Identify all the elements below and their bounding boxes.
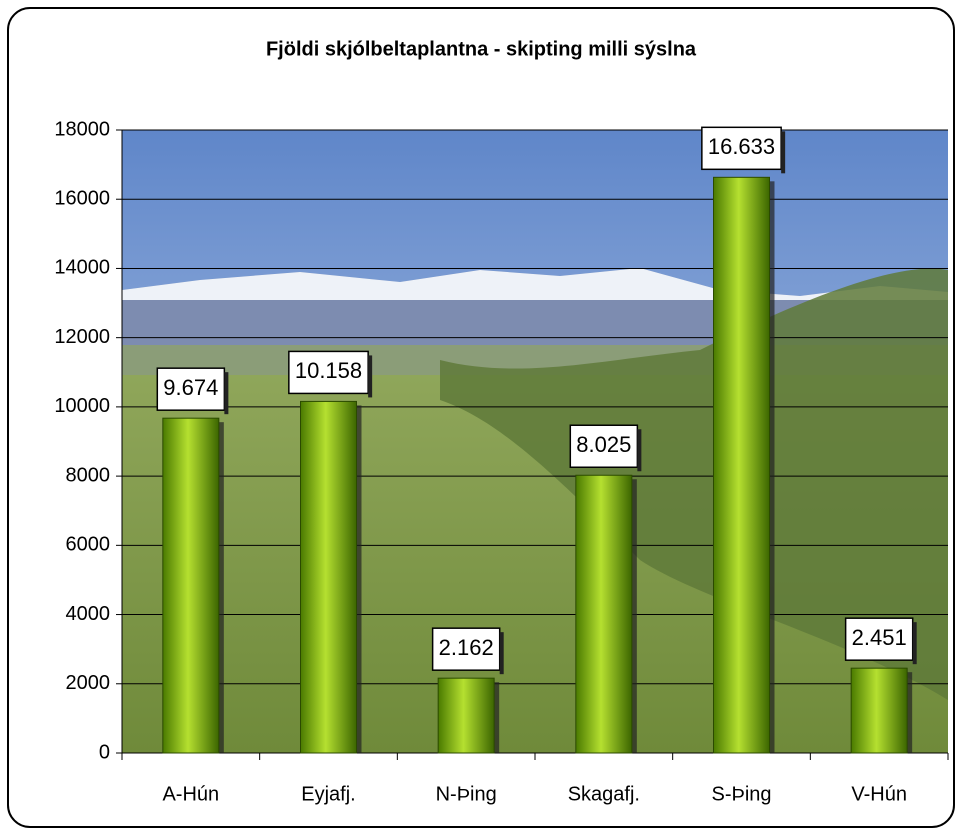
data-label-shadow [224,372,228,414]
data-label: 8.025 [576,432,631,457]
background-photo [122,130,948,753]
y-tick-label: 12000 [54,326,110,348]
data-label-shadow [781,131,785,173]
bar [438,678,494,753]
data-label: 2.451 [852,625,907,650]
x-tick-label: V-Hún [851,783,907,805]
data-label-shadow [913,622,917,664]
y-tick-label: 14000 [54,257,110,279]
bar [576,475,632,753]
chart-title: Fjöldi skjólbeltaplantna - skipting mill… [266,38,697,60]
data-label: 9.674 [163,375,218,400]
y-tick-label: 6000 [66,534,111,556]
bar [163,418,219,753]
y-tick-label: 10000 [54,395,110,417]
y-tick-label: 16000 [54,188,110,210]
y-tick-label: 8000 [66,464,111,486]
data-label: 10.158 [295,358,362,383]
bar [851,668,907,753]
data-label-shadow [500,632,504,674]
x-tick-label: N-Þing [436,783,497,805]
data-label-shadow [368,355,372,397]
chart: Fjöldi skjólbeltaplantna - skipting mill… [0,0,961,834]
x-tick-label: Skagafj. [568,783,640,805]
x-tick-label: Eyjafj. [301,783,355,805]
y-tick-label: 4000 [66,603,111,625]
bar [714,177,770,753]
data-label: 16.633 [708,134,775,159]
y-tick-label: 0 [99,741,110,763]
x-tick-label: A-Hún [162,783,219,805]
x-tick-label: S-Þing [711,783,771,805]
data-label-shadow [637,429,641,471]
y-tick-label: 18000 [54,118,110,140]
y-tick-label: 2000 [66,672,111,694]
data-label: 2.162 [439,635,494,660]
bar [301,401,357,753]
